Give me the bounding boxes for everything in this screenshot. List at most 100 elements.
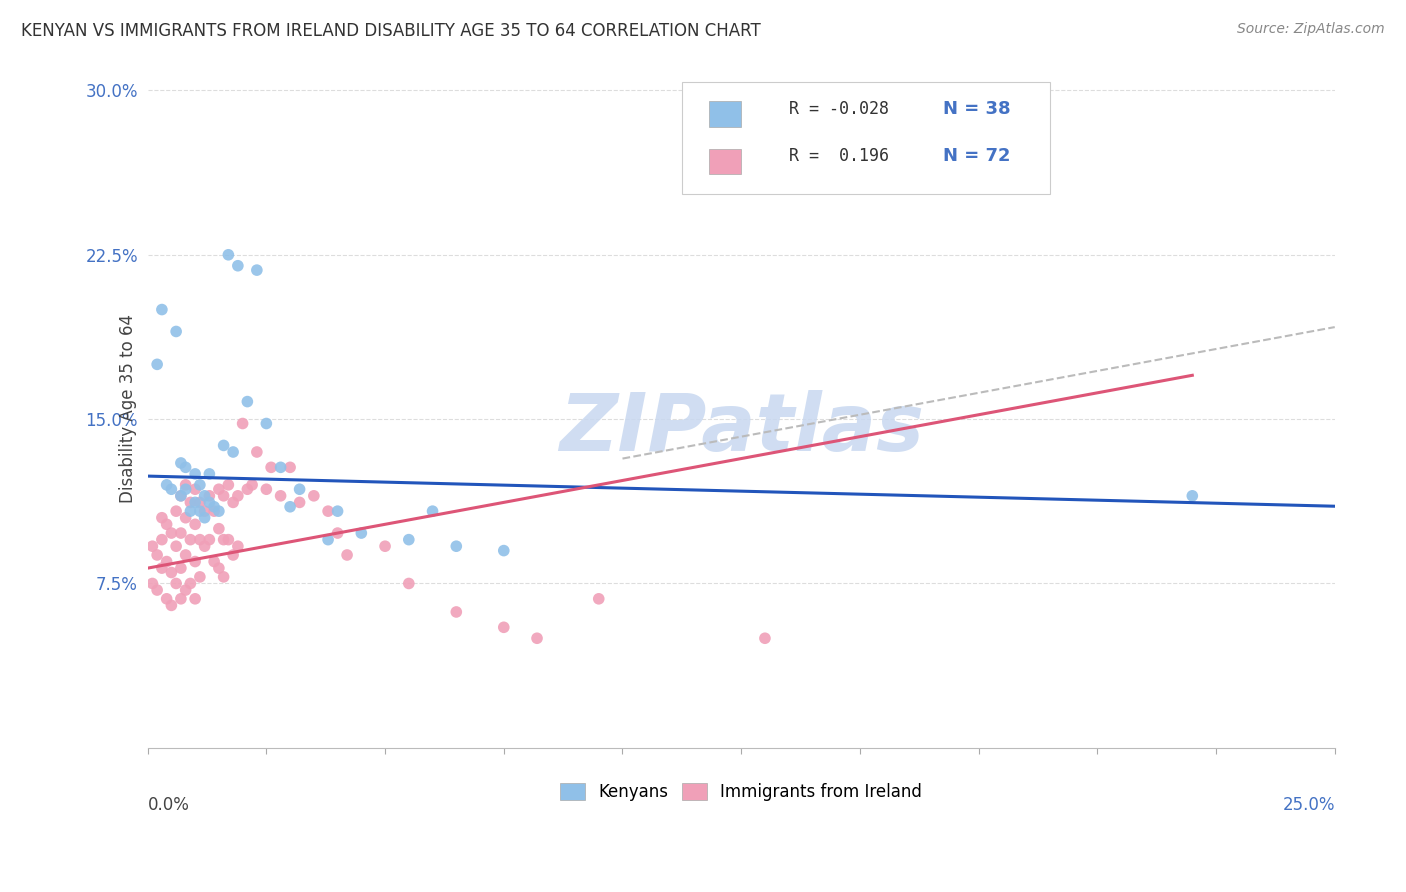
Point <box>160 482 183 496</box>
Point <box>222 495 245 509</box>
Point <box>184 495 207 509</box>
Point <box>170 489 193 503</box>
Point <box>374 539 396 553</box>
Point <box>188 478 211 492</box>
Point <box>246 263 269 277</box>
Y-axis label: Disability Age 35 to 64: Disability Age 35 to 64 <box>118 314 136 503</box>
Point <box>146 357 169 371</box>
Point <box>156 478 179 492</box>
Point <box>288 495 311 509</box>
Point <box>302 489 325 503</box>
Point <box>198 467 221 481</box>
Point <box>146 548 169 562</box>
Point <box>165 504 187 518</box>
Point <box>288 482 311 496</box>
Point <box>179 504 201 518</box>
Point <box>202 500 225 514</box>
Point <box>174 460 197 475</box>
Point <box>184 555 207 569</box>
Point <box>150 533 173 547</box>
Point <box>179 576 201 591</box>
Point <box>160 526 183 541</box>
Point <box>236 394 259 409</box>
Point <box>174 582 197 597</box>
Point <box>174 510 197 524</box>
Point <box>222 445 245 459</box>
Point <box>422 504 444 518</box>
Point <box>179 533 201 547</box>
Point <box>156 555 179 569</box>
Point <box>156 517 179 532</box>
Point <box>326 526 349 541</box>
Point <box>326 504 349 518</box>
Point <box>1181 489 1204 503</box>
Point <box>212 438 235 452</box>
Point <box>194 489 217 503</box>
Point <box>160 599 183 613</box>
Point <box>170 456 193 470</box>
Point <box>150 510 173 524</box>
FancyBboxPatch shape <box>709 149 741 175</box>
Point <box>278 500 301 514</box>
Point <box>492 543 515 558</box>
Point <box>226 259 249 273</box>
Point <box>278 460 301 475</box>
Text: R =  0.196: R = 0.196 <box>789 147 889 165</box>
Point <box>170 591 193 606</box>
Point <box>336 548 359 562</box>
Point <box>240 478 263 492</box>
Point <box>208 504 231 518</box>
Point <box>316 533 339 547</box>
Point <box>170 561 193 575</box>
Point <box>254 417 277 431</box>
Text: Source: ZipAtlas.com: Source: ZipAtlas.com <box>1237 22 1385 37</box>
Point <box>188 570 211 584</box>
Point <box>398 533 420 547</box>
Point <box>170 489 193 503</box>
Point <box>217 478 239 492</box>
Point <box>184 517 207 532</box>
Point <box>188 504 211 518</box>
Point <box>170 526 193 541</box>
Point <box>260 460 283 475</box>
Point <box>179 495 201 509</box>
Point <box>174 482 197 496</box>
Point <box>446 539 468 553</box>
Text: 0.0%: 0.0% <box>148 796 190 814</box>
Point <box>165 325 187 339</box>
Point <box>150 302 173 317</box>
Point <box>208 482 231 496</box>
Point <box>212 570 235 584</box>
Point <box>184 482 207 496</box>
Point <box>150 561 173 575</box>
Legend: Kenyans, Immigrants from Ireland: Kenyans, Immigrants from Ireland <box>554 776 929 807</box>
Point <box>141 539 163 553</box>
Text: 25.0%: 25.0% <box>1282 796 1334 814</box>
Point <box>202 555 225 569</box>
Point <box>217 248 239 262</box>
Point <box>222 548 245 562</box>
Point <box>188 533 211 547</box>
Point <box>446 605 468 619</box>
Text: ZIPatlas: ZIPatlas <box>558 390 924 467</box>
Point <box>217 533 239 547</box>
Point <box>226 489 249 503</box>
Point <box>232 417 254 431</box>
FancyBboxPatch shape <box>709 101 741 127</box>
Point <box>165 539 187 553</box>
Point <box>202 504 225 518</box>
Point <box>165 576 187 591</box>
Point <box>208 522 231 536</box>
Point <box>156 591 179 606</box>
Point <box>174 548 197 562</box>
Text: N = 72: N = 72 <box>943 147 1011 165</box>
Point <box>246 445 269 459</box>
Point <box>160 566 183 580</box>
Point <box>398 576 420 591</box>
Point <box>754 632 776 646</box>
Point <box>526 632 548 646</box>
Point <box>270 489 292 503</box>
Point <box>212 489 235 503</box>
Point <box>588 591 610 606</box>
Point <box>184 591 207 606</box>
